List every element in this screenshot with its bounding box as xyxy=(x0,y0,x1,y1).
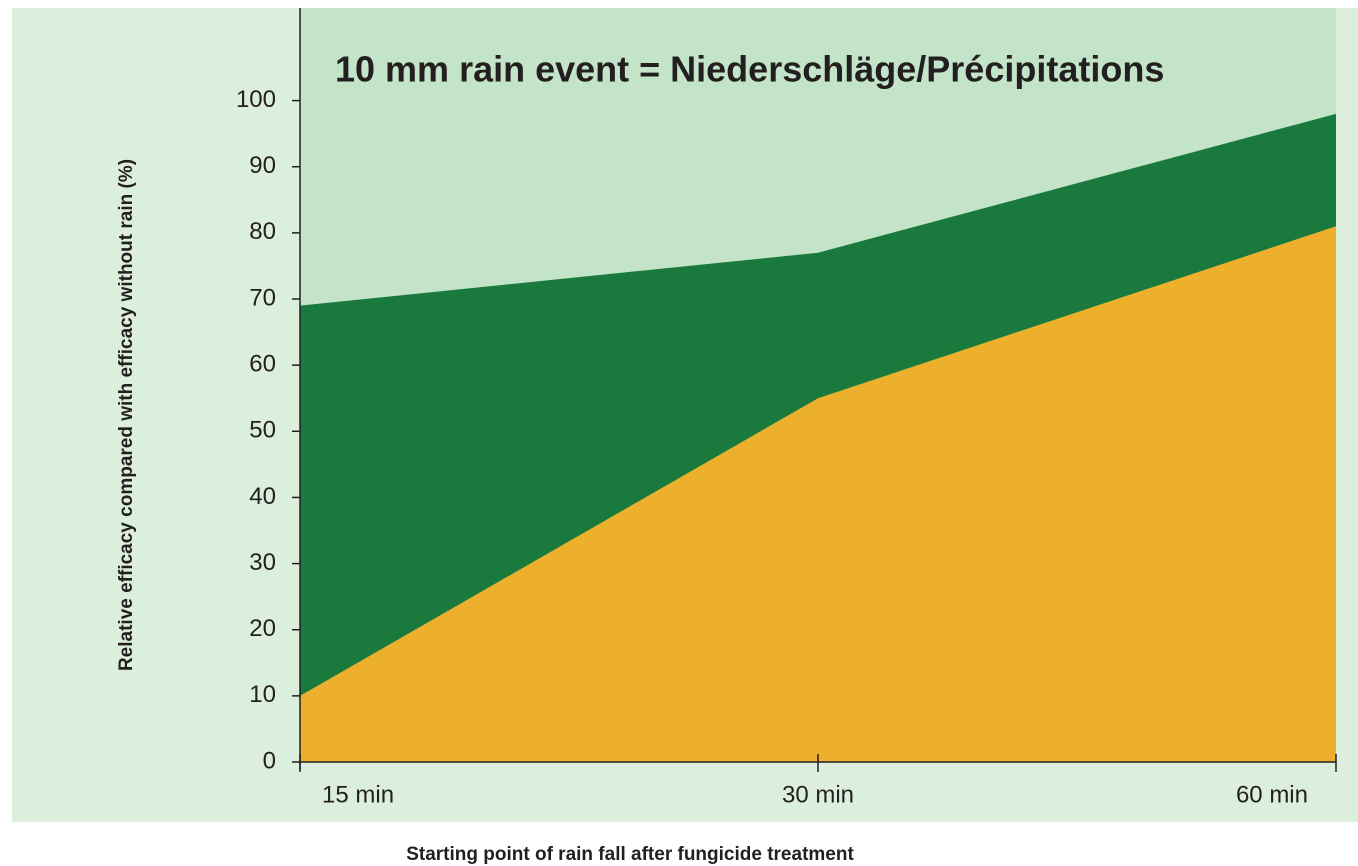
y-tick-label: 70 xyxy=(249,284,276,311)
y-tick-label: 60 xyxy=(249,351,276,378)
x-tick-label: 15 min xyxy=(322,781,394,808)
y-tick-label: 30 xyxy=(249,549,276,576)
y-tick-label: 20 xyxy=(249,615,276,642)
x-axis-label: Starting point of rain fall after fungic… xyxy=(406,844,854,865)
x-tick-label: 60 min xyxy=(1236,781,1308,808)
y-tick-label: 100 xyxy=(236,86,276,113)
y-tick-label: 0 xyxy=(263,747,276,774)
area xyxy=(300,226,1336,762)
y-tick-label: 10 xyxy=(249,681,276,708)
y-tick-label: 50 xyxy=(249,417,276,444)
y-axis-label: Relative efficacy compared with efficacy… xyxy=(116,159,137,671)
x-tick-label: 30 min xyxy=(782,781,854,808)
y-tick-label: 40 xyxy=(249,483,276,510)
chart-title: 10 mm rain event = Niederschläge/Précipi… xyxy=(335,49,1164,90)
y-tick-label: 90 xyxy=(249,152,276,179)
y-tick-label: 80 xyxy=(249,218,276,245)
